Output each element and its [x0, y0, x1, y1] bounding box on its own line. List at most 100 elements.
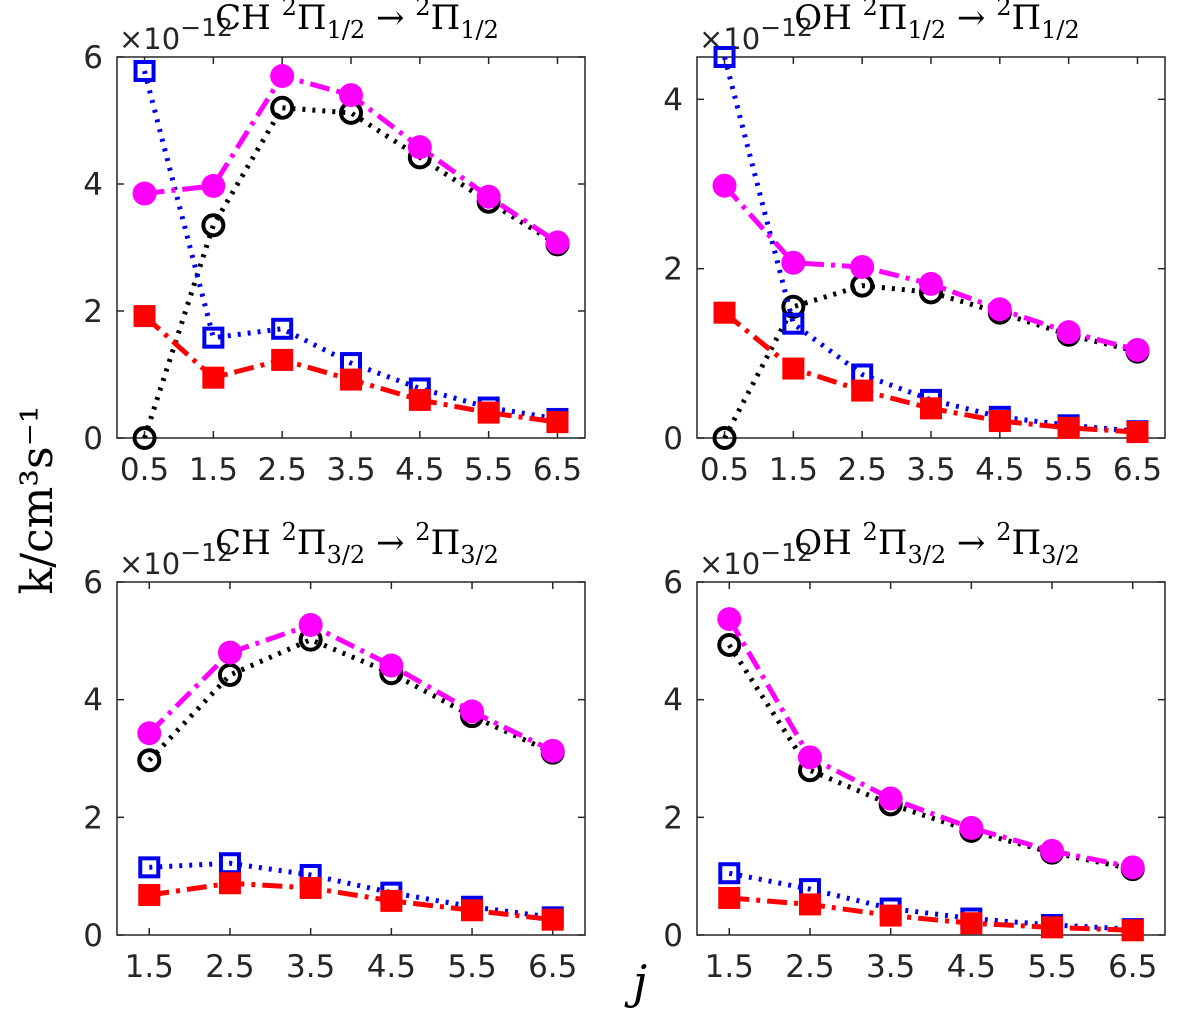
data-point: [202, 326, 225, 349]
x-tick-label: 5.5: [464, 452, 513, 488]
y-multiplier: ×10−12: [119, 13, 233, 56]
axes-box: [696, 56, 1166, 439]
series-red-filled-squares: [133, 305, 569, 434]
data-point: [477, 401, 500, 424]
data-point: [850, 254, 875, 279]
data-point: [202, 366, 225, 389]
data-point: [541, 908, 564, 931]
data-point: [137, 748, 162, 773]
data-point: [271, 317, 294, 340]
data-point: [1121, 919, 1144, 942]
x-tick-label: 4.5: [975, 452, 1024, 488]
data-point: [1040, 838, 1065, 863]
y-tick-label: 4: [83, 167, 103, 203]
data-point: [138, 856, 161, 879]
x-tick-label: 1.5: [769, 452, 818, 488]
data-point: [132, 181, 157, 206]
y-tick-label: 4: [83, 683, 103, 719]
x-tick-label: 1.5: [705, 949, 754, 985]
x-tick-label: 5.5: [1027, 949, 1076, 985]
data-point: [217, 640, 242, 665]
data-point: [218, 872, 241, 895]
data-point: [460, 699, 485, 724]
series-magenta-filled-circles: [132, 64, 570, 255]
data-point: [201, 213, 226, 238]
x-tick-label: 2.5: [838, 452, 887, 488]
data-point: [712, 426, 737, 450]
data-point: [270, 95, 295, 120]
y-axis-label: k/cm³s⁻¹: [12, 406, 63, 595]
y-multiplier: ×10−12: [699, 538, 813, 581]
y-tick-label: 4: [663, 82, 683, 118]
data-point: [718, 862, 741, 885]
series-red-filled-squares: [718, 886, 1144, 942]
data-point: [782, 357, 805, 380]
data-point: [476, 184, 501, 209]
data-point: [133, 305, 156, 328]
x-tick-label: 2.5: [258, 452, 307, 488]
data-point: [340, 368, 362, 391]
x-tick-label: 0.5: [700, 452, 749, 488]
data-point: [546, 411, 569, 434]
data-point: [218, 852, 241, 875]
x-tick-label: 3.5: [326, 452, 375, 488]
data-point: [1041, 916, 1064, 939]
data-point: [299, 876, 322, 899]
y-tick-label: 0: [83, 918, 103, 954]
y-tick-label: 6: [83, 565, 103, 601]
y-tick-label: 2: [663, 252, 683, 288]
data-point: [879, 904, 902, 927]
x-tick-label: 3.5: [866, 949, 915, 985]
data-point: [1125, 337, 1150, 362]
data-point: [920, 397, 942, 420]
y-tick-label: 0: [83, 421, 103, 457]
data-point: [718, 886, 741, 909]
data-point: [461, 899, 484, 922]
x-tick-label: 4.5: [367, 949, 416, 985]
data-point: [1120, 855, 1145, 880]
y-multiplier: ×10−12: [699, 13, 813, 56]
data-point: [919, 271, 943, 296]
panel-title: OH 2Π1/2 → 2Π1/2: [794, 0, 1080, 44]
data-point: [959, 815, 984, 840]
series-red-filled-squares: [713, 301, 1149, 444]
data-point: [717, 607, 742, 632]
x-tick-label: 2.5: [205, 949, 254, 985]
data-point: [271, 348, 294, 371]
data-point: [781, 250, 806, 275]
data-point: [797, 745, 822, 770]
y-tick-label: 4: [663, 683, 683, 719]
data-point: [798, 893, 821, 916]
series-line: [727, 617, 1134, 870]
data-point: [960, 912, 983, 935]
data-point: [545, 230, 570, 255]
x-tick-label: 5.5: [447, 949, 496, 985]
x-tick-label: 3.5: [906, 452, 955, 488]
data-point: [717, 632, 742, 657]
x-tick-label: 5.5: [1044, 452, 1093, 488]
data-point: [138, 883, 161, 906]
x-tick-label: 0.5: [120, 452, 169, 488]
data-point: [712, 173, 737, 198]
x-tick-label: 1.5: [189, 452, 238, 488]
data-point: [407, 135, 432, 160]
x-tick-label: 4.5: [947, 949, 996, 985]
data-point: [1126, 421, 1149, 444]
panel-title: CH 2Π3/2 → 2Π3/2: [215, 518, 499, 569]
series-line: [147, 622, 554, 754]
y-tick-label: 0: [663, 918, 683, 954]
axes-box: [696, 581, 1166, 936]
x-tick-label: 6.5: [1108, 949, 1157, 985]
axes-box: [116, 581, 586, 936]
panel-title: CH 2Π1/2 → 2Π1/2: [215, 0, 499, 44]
x-tick-label: 1.5: [125, 949, 174, 985]
data-point: [988, 410, 1011, 433]
y-tick-label: 6: [83, 40, 103, 76]
data-point: [137, 721, 162, 746]
data-point: [713, 301, 736, 324]
series-line: [148, 880, 554, 923]
